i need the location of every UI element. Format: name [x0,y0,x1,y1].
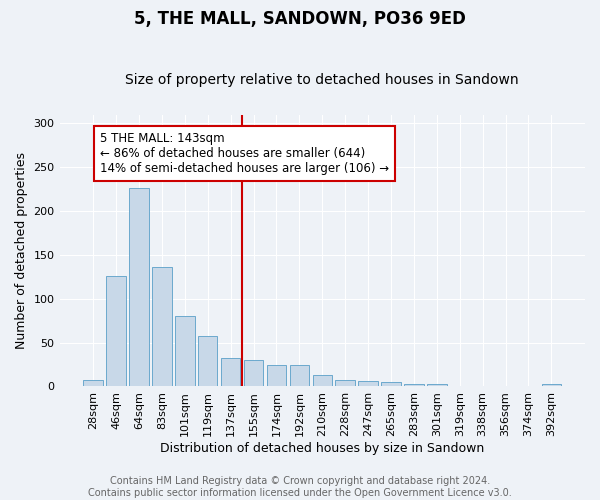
Bar [152,267,172,386]
Bar [198,336,217,386]
Bar [404,384,424,386]
Bar [175,316,194,386]
Bar [542,384,561,386]
Bar [290,364,309,386]
Bar [335,380,355,386]
Text: 5, THE MALL, SANDOWN, PO36 9ED: 5, THE MALL, SANDOWN, PO36 9ED [134,10,466,28]
Bar [381,382,401,386]
Text: Contains HM Land Registry data © Crown copyright and database right 2024.
Contai: Contains HM Land Registry data © Crown c… [88,476,512,498]
Bar [83,380,103,386]
Bar [106,276,126,386]
Text: 5 THE MALL: 143sqm
← 86% of detached houses are smaller (644)
14% of semi-detach: 5 THE MALL: 143sqm ← 86% of detached hou… [100,132,389,175]
Title: Size of property relative to detached houses in Sandown: Size of property relative to detached ho… [125,73,519,87]
Bar [313,375,332,386]
Bar [267,364,286,386]
Bar [358,381,378,386]
Bar [129,188,149,386]
Bar [244,360,263,386]
Bar [221,358,241,386]
X-axis label: Distribution of detached houses by size in Sandown: Distribution of detached houses by size … [160,442,484,455]
Y-axis label: Number of detached properties: Number of detached properties [15,152,28,349]
Bar [427,384,446,386]
